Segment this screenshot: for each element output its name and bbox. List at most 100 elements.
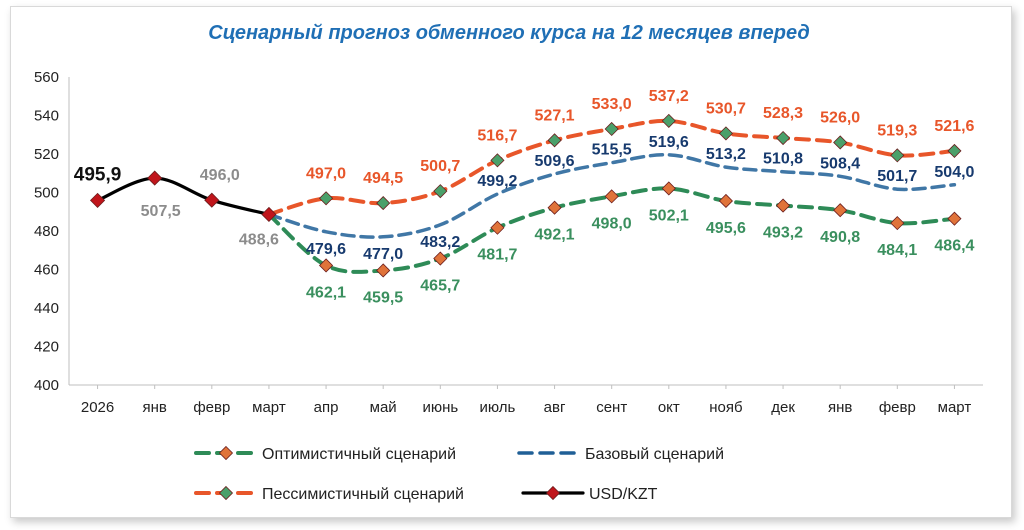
data-label: 490,8 [820,229,860,246]
data-label: 477,0 [363,246,403,263]
x-tick-label: сент [596,399,627,416]
data-label: 519,6 [649,134,689,151]
usd-kzt-marker [147,170,163,186]
scenario-marker [833,135,848,150]
y-tick-label: 560 [34,69,59,86]
x-tick-label: май [370,399,397,416]
scenario-marker [318,258,334,273]
legend-label: Базовый сценарий [585,446,724,463]
usd-kzt-data-label: 495,9 [74,164,122,185]
scenario-marker [318,191,334,206]
data-label: 484,1 [877,242,917,259]
legend-marker-swatch [545,485,561,501]
data-label: 479,6 [306,241,346,258]
scenario-marker [775,130,791,146]
data-label: 513,2 [706,146,746,163]
data-label: 530,7 [706,100,746,117]
data-label: 533,0 [592,96,632,113]
chart-card: Сценарный прогноз обменного курса на 12 … [10,6,1012,518]
scenario-marker [604,189,619,204]
scenario-marker [604,121,619,137]
x-tick-label: март [252,399,286,416]
x-tick-label: июнь [422,399,458,416]
scenario-marker [947,143,962,158]
data-label: 526,0 [820,109,860,126]
scenario-marker [376,263,391,278]
scenario-marker [433,251,448,266]
data-label: 493,2 [763,225,803,242]
data-label: 527,1 [535,107,575,124]
legend-label: Оптимистичный сценарий [262,446,456,463]
data-label: 528,3 [763,105,803,122]
data-label: 519,3 [877,122,917,139]
x-tick-label: авг [544,399,566,416]
legend-optimistic: Оптимистичный сценарий [194,445,456,463]
data-label: 502,1 [649,207,689,224]
y-tick-label: 460 [34,262,59,279]
legend-usd-kzt: USD/KZT [521,485,658,503]
scenario-marker [718,126,734,141]
x-tick-label: март [938,399,972,416]
data-label: 509,6 [535,153,575,170]
chart-title: Сценарный прогноз обменного курса на 12 … [208,22,809,44]
y-tick-label: 480 [34,223,59,240]
series-lines [95,118,957,274]
x-tick-label: янв [828,399,852,416]
scenario-marker [890,148,905,163]
usd-kzt-marker [261,206,277,223]
legend-pessimistic: Пессимистичный сценарий [194,485,464,503]
data-label: 495,6 [706,220,746,237]
scenario-marker [490,220,505,235]
legend-label: Пессимистичный сценарий [262,486,464,503]
data-label: 459,5 [363,289,403,306]
usd-kzt-data-label: 488,6 [239,231,279,248]
data-label: 537,2 [649,88,689,105]
usd-kzt-data-label: 496,0 [200,167,240,184]
scenario-marker [947,211,962,226]
scenario-marker [661,181,676,196]
y-tick-label: 500 [34,185,59,202]
data-label: 465,7 [420,278,460,295]
usd-kzt-marker [204,192,220,208]
data-label: 492,1 [535,227,575,244]
usd-kzt-marker [89,192,106,208]
axes: 400 420 440 460 480 500 520 540 560 2026 янв февр ма… [34,69,983,416]
data-label: 486,4 [934,238,974,255]
x-tick-label: 2026 [81,399,114,416]
scenario-marker [718,193,734,209]
scenario-marker [833,203,848,218]
x-tick-label: июль [480,399,516,416]
data-label: 508,4 [820,155,860,172]
data-label: 500,7 [420,158,460,175]
data-label: 481,7 [477,247,517,264]
x-tick-label: апр [314,399,339,416]
data-label: 521,6 [934,118,974,135]
scenario-marker [433,184,448,199]
x-tick-label: февр [879,399,916,416]
y-tick-label: 440 [34,300,59,317]
y-tick-label: 420 [34,339,59,356]
legend: Оптимистичный сценарий Базовый сценарий Пе… [194,445,724,503]
data-label: 516,7 [477,127,517,144]
x-tick-label: февр [193,399,230,416]
data-label: 504,0 [934,164,974,181]
x-tick-label: нояб [709,399,742,416]
data-labels: 462,1 459,5 465,7 481,7 492,1 498,0 502,1 495,6… [74,88,975,307]
data-label: 494,5 [363,170,403,187]
data-label: 515,5 [592,142,632,159]
data-label: 498,0 [592,215,632,232]
scenario-marker [547,133,562,148]
base-series-line [267,153,957,239]
scenario-marker [775,198,791,213]
scenario-marker [376,196,391,211]
legend-marker-swatch [218,445,234,461]
data-label: 462,1 [306,284,346,301]
data-label: 497,0 [306,165,346,182]
data-label: 499,2 [477,173,517,190]
legend-marker-swatch [218,485,234,501]
y-tick-label: 540 [34,108,59,125]
line-chart: Сценарный прогноз обменного курса на 12 … [34,22,983,503]
y-tick-label: 400 [34,377,59,394]
data-label: 501,7 [877,168,917,185]
y-tick-label: 520 [34,146,59,163]
